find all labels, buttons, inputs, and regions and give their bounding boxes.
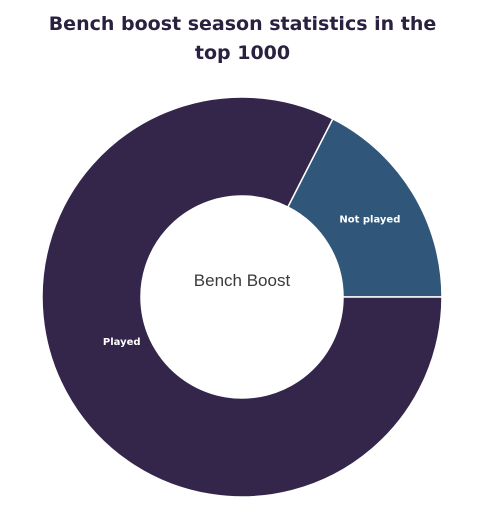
slice-labels-group: Not played Played: [103, 215, 401, 348]
center-label: Bench Boost: [194, 271, 291, 290]
slice-label-not-played: Not played: [339, 215, 400, 226]
chart-title: Bench boost season statistics in the top…: [48, 13, 437, 64]
slice-not-played: [286, 117, 443, 298]
slices-group: [41, 96, 443, 498]
slice-label-played: Played: [103, 337, 141, 348]
slice-played: [41, 96, 443, 498]
